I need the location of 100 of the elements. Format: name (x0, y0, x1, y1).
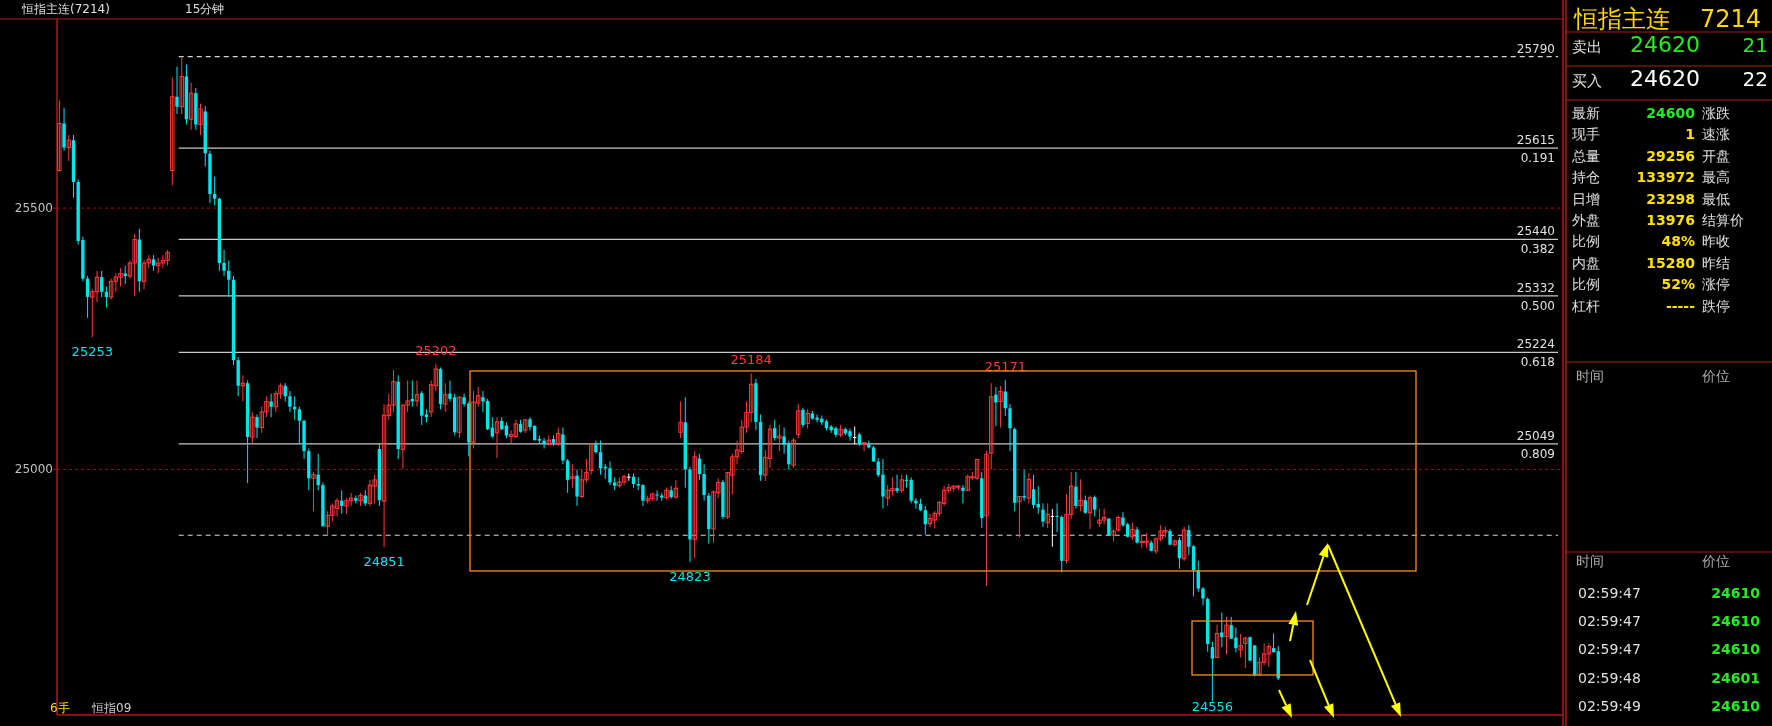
candlestick (697, 453, 702, 481)
candlestick (255, 414, 259, 439)
y-tick-label: 25500 (14, 201, 53, 216)
text: 恒指主连 (1573, 5, 1670, 33)
candlestick (443, 382, 448, 413)
text: 比例 (1572, 276, 1600, 293)
chart-title: 恒指主连(7214) (21, 2, 110, 16)
text: 价位 (1701, 368, 1730, 384)
annotation: 24823 (669, 568, 711, 584)
text: 最低 (1702, 190, 1730, 207)
candlestick (542, 437, 546, 449)
text: 比例 (1572, 233, 1600, 250)
candlestick (523, 419, 528, 434)
text: 24610 (1711, 585, 1761, 601)
text: 时间 (1576, 368, 1604, 384)
text: 23298 (1646, 190, 1695, 207)
candlestick (796, 403, 801, 439)
text: 24610 (1711, 697, 1761, 714)
text: 内盘 (1572, 254, 1600, 271)
candlestick (1087, 495, 1093, 530)
text: ----- (1665, 297, 1696, 314)
candlestick (909, 476, 913, 504)
candlestick (311, 471, 316, 512)
candlestick (1045, 502, 1050, 529)
text: 1 (1685, 126, 1695, 143)
annotation: 25440 (1516, 224, 1555, 239)
candlestick (1036, 485, 1040, 515)
text: 7214 (1700, 5, 1762, 33)
candlestick (984, 450, 989, 587)
text: 总量 (1571, 147, 1600, 164)
candlestick (1257, 657, 1262, 677)
candlestick (175, 66, 179, 115)
candlestick (170, 76, 175, 187)
text: 现手 (1572, 126, 1600, 143)
candlestick (678, 400, 683, 439)
text: 15280 (1646, 254, 1696, 271)
candlestick (212, 176, 217, 207)
candlestick (702, 463, 706, 502)
candlestick (1266, 642, 1272, 668)
candlestick (608, 461, 612, 486)
candlestick (895, 474, 899, 494)
candlestick (462, 393, 466, 408)
annotation: 24556 (1191, 699, 1234, 714)
candlestick (673, 479, 679, 500)
annotation: 0.809 (1520, 446, 1555, 461)
candlestick (1041, 502, 1045, 528)
candlestick (1181, 526, 1187, 562)
annotation: 25253 (71, 344, 113, 360)
candlestick (179, 56, 184, 115)
text: 昨收 (1702, 233, 1730, 250)
text: 卖出 (1572, 38, 1602, 56)
candlestick (621, 474, 627, 486)
text: 持仓 (1572, 169, 1600, 186)
annotation: 25184 (730, 352, 772, 368)
text: 24620 (1630, 66, 1700, 91)
annotation: 25049 (1516, 428, 1555, 443)
annotation: 恒指09 (91, 701, 132, 715)
candlestick (1101, 508, 1107, 525)
candlestick (288, 390, 292, 413)
annotation: 6手 (50, 701, 70, 715)
annotation: 0.500 (1520, 298, 1555, 313)
candlestick (899, 474, 904, 494)
text: 日增 (1572, 190, 1600, 207)
candlestick (222, 249, 226, 277)
candlestick (250, 411, 255, 444)
candlestick (1210, 641, 1215, 702)
candlestick (367, 479, 373, 507)
text: 52% (1661, 276, 1695, 293)
chart-subtitle: 15分钟 (185, 2, 225, 16)
candlestick (1243, 636, 1248, 669)
candlestick (1022, 469, 1026, 502)
annotation: 25332 (1516, 280, 1555, 295)
candlestick (655, 489, 659, 502)
annotation: 25224 (1516, 337, 1555, 352)
text: 13976 (1646, 212, 1695, 228)
annotation: 24851 (363, 554, 405, 570)
candlestick (1017, 496, 1022, 538)
candlestick (400, 403, 406, 470)
annotation: 25615 (1516, 133, 1555, 148)
candlestick (414, 380, 420, 408)
candlestick (1050, 508, 1055, 548)
candlestick (1093, 495, 1097, 517)
text: 24610 (1711, 641, 1761, 658)
candlestick (1238, 633, 1243, 659)
candlestick (1031, 474, 1036, 510)
candlestick (881, 458, 885, 510)
candlestick (198, 103, 203, 136)
candlestick (1074, 471, 1078, 510)
text: 22 (1742, 67, 1768, 91)
candlestick (372, 474, 377, 504)
candlestick (791, 437, 796, 469)
candlestick (556, 427, 561, 447)
text: 速涨 (1702, 126, 1730, 143)
annotation: 0.191 (1520, 151, 1555, 166)
candlestick (123, 265, 127, 285)
text: 买入 (1572, 72, 1602, 90)
candlestick (1224, 616, 1229, 655)
candlestick (1201, 586, 1205, 606)
candlestick (861, 441, 867, 452)
candlestick (641, 483, 645, 507)
